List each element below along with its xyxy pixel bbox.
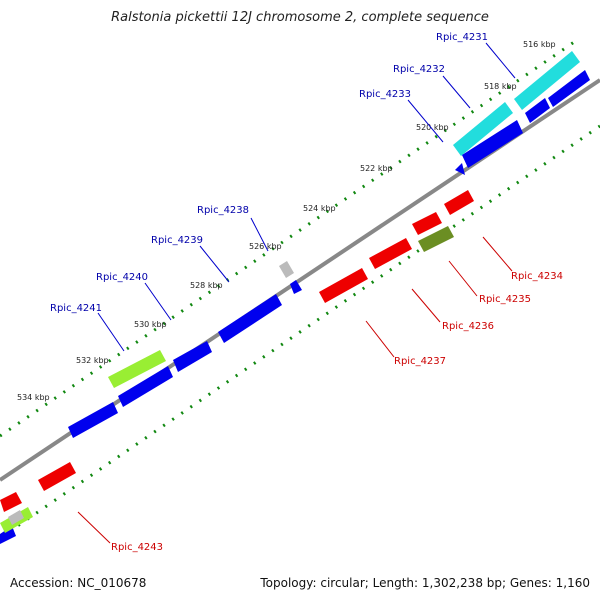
gene-block-rpic-4232[interactable]	[525, 98, 550, 123]
leader-rpic-4241	[97, 312, 125, 352]
leader-rpic-4232	[442, 75, 471, 109]
tick-label-532: 532 kbp	[76, 356, 109, 365]
gene-block-rpic-4236[interactable]	[412, 212, 442, 235]
leader-rpic-4231	[485, 42, 516, 79]
leader-rpic-4237	[365, 320, 395, 358]
leader-rpic-4234	[482, 236, 513, 272]
gene-block-rpic-4238[interactable]	[290, 280, 302, 294]
label-rpic-4232[interactable]: Rpic_4232	[393, 64, 445, 75]
gene-block-rpic-4241-lime[interactable]	[108, 350, 166, 388]
gene-block-rpic-4233[interactable]	[462, 120, 523, 168]
gene-block-rpic-4239[interactable]	[218, 294, 282, 343]
accession-text: Accession: NC_010678	[10, 576, 147, 590]
label-rpic-4233[interactable]: Rpic_4233	[359, 89, 411, 100]
gene-labels-reverse: Rpic_4234 Rpic_4235 Rpic_4236 Rpic_4237 …	[111, 271, 563, 553]
tick-label-530: 530 kbp	[134, 320, 167, 329]
gene-block-lower-blue[interactable]	[68, 402, 118, 438]
gene-block-rpic-4231b[interactable]	[548, 70, 590, 107]
topology-text: Topology: circular; Length: 1,302,238 bp…	[260, 576, 590, 590]
gene-block-grey[interactable]	[279, 261, 294, 278]
tick-label-534: 534 kbp	[17, 393, 50, 402]
label-rpic-4241[interactable]: Rpic_4241	[50, 303, 102, 314]
label-rpic-4236[interactable]: Rpic_4236	[442, 321, 494, 332]
gene-block-rpic-4231[interactable]	[514, 51, 580, 110]
label-rpic-4231[interactable]: Rpic_4231	[436, 32, 488, 43]
tick-label-528: 528 kbp	[190, 281, 223, 290]
gene-block-rpic-4237[interactable]	[319, 268, 368, 303]
label-rpic-4239[interactable]: Rpic_4239	[151, 235, 203, 246]
tick-label-518: 518 kbp	[484, 82, 517, 91]
tick-label-524: 524 kbp	[303, 204, 336, 213]
gene-block-rpic-4240[interactable]	[173, 341, 212, 372]
gene-block-rpic-4235-olive[interactable]	[418, 226, 454, 252]
label-rpic-4234[interactable]: Rpic_4234	[511, 271, 563, 282]
gene-block-rpic-4237a[interactable]	[369, 238, 412, 269]
outer-dotted-guide	[0, 36, 581, 438]
label-rpic-4235[interactable]: Rpic_4235	[479, 294, 531, 305]
gene-block-rpic-4241[interactable]	[118, 366, 173, 407]
leader-lines-reverse	[77, 236, 513, 544]
label-rpic-4240[interactable]: Rpic_4240	[96, 272, 148, 283]
leader-lines-forward	[97, 42, 516, 352]
tick-label-522: 522 kbp	[360, 164, 393, 173]
label-rpic-4238[interactable]: Rpic_4238	[197, 205, 249, 216]
gene-block-bottom-grey[interactable]	[8, 510, 24, 525]
leader-rpic-4233	[407, 99, 444, 143]
leader-rpic-4243	[77, 511, 111, 544]
map-title: Ralstonia pickettii 12J chromosome 2, co…	[111, 10, 489, 25]
tick-label-516: 516 kbp	[523, 40, 556, 49]
reverse-strand-genes	[0, 190, 474, 512]
gene-block-rpic-4234[interactable]	[444, 190, 474, 215]
tick-labels: 516 kbp 518 kbp 520 kbp 522 kbp 524 kbp …	[17, 40, 556, 402]
gene-block-bottom-blue[interactable]	[0, 526, 16, 544]
gene-labels-forward: Rpic_4231 Rpic_4232 Rpic_4233 Rpic_4238 …	[50, 32, 488, 314]
gene-block-rpic-4232-cyan[interactable]	[453, 102, 513, 156]
label-rpic-4237[interactable]: Rpic_4237	[394, 356, 446, 367]
leader-rpic-4239	[199, 245, 230, 283]
leader-rpic-4235	[448, 260, 478, 297]
label-rpic-4243[interactable]: Rpic_4243	[111, 542, 163, 553]
gene-block-left-red[interactable]	[0, 492, 22, 512]
forward-strand-genes	[0, 51, 590, 544]
inner-dotted-guide	[0, 124, 600, 540]
tick-label-520: 520 kbp	[416, 123, 449, 132]
gene-block-small-arrow[interactable]	[455, 163, 465, 175]
leader-rpic-4240	[144, 282, 172, 321]
leader-rpic-4236	[411, 288, 441, 323]
gene-block-rpic-4243[interactable]	[38, 462, 76, 491]
leader-rpic-4238	[250, 217, 269, 252]
